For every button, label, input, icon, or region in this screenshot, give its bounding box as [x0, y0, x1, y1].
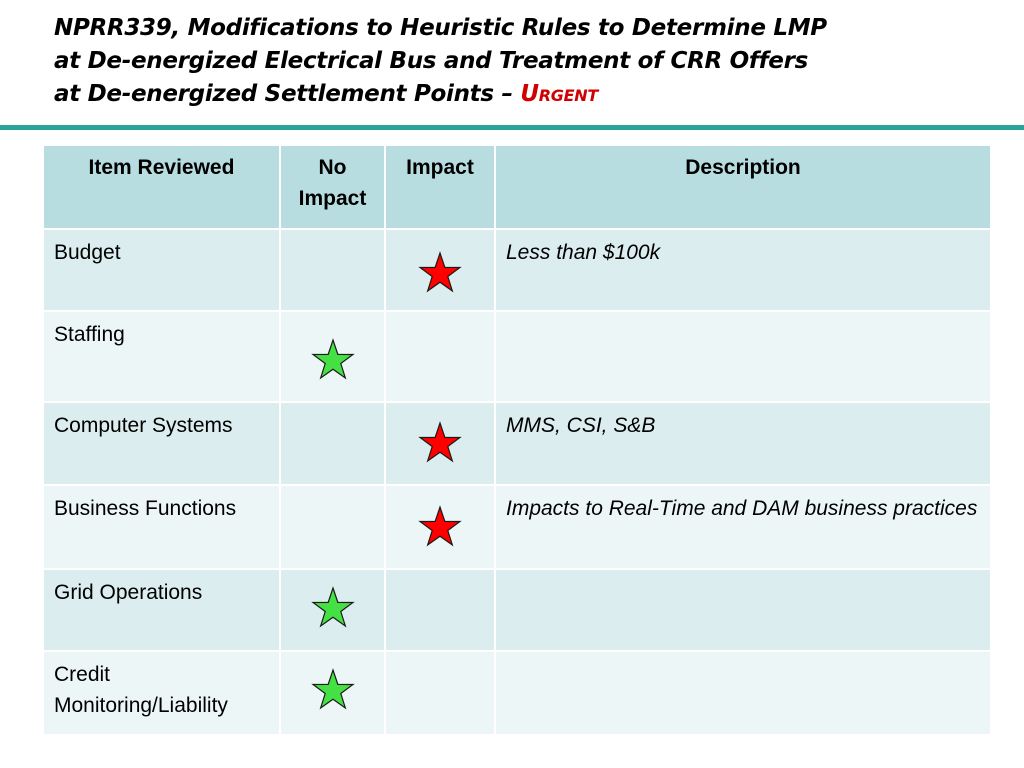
green-star-icon — [310, 667, 356, 713]
title-line-3: at De-energized Settlement Points – Urge… — [54, 78, 1014, 111]
header-no-impact-line-1: No — [318, 156, 347, 179]
description-cell: Impacts to Real-Time and DAM business pr… — [494, 484, 992, 570]
title-line-2: at De-energized Electrical Bus and Treat… — [54, 48, 809, 74]
table-row: Computer Systems MMS, CSI, S&B — [42, 401, 992, 486]
header-row: Item Reviewed No Impact Impact Descriptio… — [42, 144, 992, 230]
description-cell: MMS, CSI, S&B — [494, 401, 992, 486]
header-no-impact-line-2: Impact — [298, 187, 367, 210]
table-row: Staffing — [42, 310, 992, 403]
no-impact-cell — [279, 650, 386, 736]
impact-cell — [384, 484, 496, 570]
impact-cell — [384, 568, 496, 652]
red-star-icon — [417, 504, 463, 550]
item-reviewed-cell: Staffing — [42, 310, 281, 403]
table-row: Budget Less than $100k — [42, 228, 992, 312]
no-impact-cell — [279, 568, 386, 652]
header-description: Description — [494, 144, 992, 230]
title-line-1: NPRR339, Modifications to Heuristic Rule… — [54, 15, 827, 41]
header-no-impact: No Impact — [279, 144, 386, 230]
header-impact: Impact — [384, 144, 496, 230]
red-star-icon — [417, 420, 463, 466]
item-reviewed-cell: Business Functions — [42, 484, 281, 570]
description-cell — [494, 568, 992, 652]
table-body: Budget Less than $100k Staffing Computer Sy… — [42, 228, 992, 736]
no-impact-cell — [279, 484, 386, 570]
title-divider — [0, 125, 1024, 130]
no-impact-cell — [279, 228, 386, 312]
table-row: Credit Monitoring/Liability — [42, 650, 992, 736]
impact-review-table: Item Reviewed No Impact Impact Descriptio… — [42, 144, 992, 736]
table-row: Business Functions Impacts to Real-Time … — [42, 484, 992, 570]
item-reviewed-cell: Computer Systems — [42, 401, 281, 486]
impact-cell — [384, 228, 496, 312]
green-star-icon — [310, 585, 356, 631]
table-row: Grid Operations — [42, 568, 992, 652]
item-reviewed-cell: Grid Operations — [42, 568, 281, 652]
impact-cell — [384, 401, 496, 486]
slide-title: NPRR339, Modifications to Heuristic Rule… — [54, 12, 1014, 111]
item-reviewed-cell: Budget — [42, 228, 281, 312]
impact-cell — [384, 650, 496, 736]
description-cell — [494, 650, 992, 736]
header-item-reviewed: Item Reviewed — [42, 144, 281, 230]
description-cell — [494, 310, 992, 403]
item-reviewed-cell: Credit Monitoring/Liability — [42, 650, 281, 736]
red-star-icon — [417, 250, 463, 296]
no-impact-cell — [279, 401, 386, 486]
description-cell: Less than $100k — [494, 228, 992, 312]
title-line-3-text: at De-energized Settlement Points – — [54, 81, 521, 107]
green-star-icon — [310, 337, 356, 383]
impact-cell — [384, 310, 496, 403]
no-impact-cell — [279, 310, 386, 403]
urgent-label: Urgent — [520, 81, 598, 107]
